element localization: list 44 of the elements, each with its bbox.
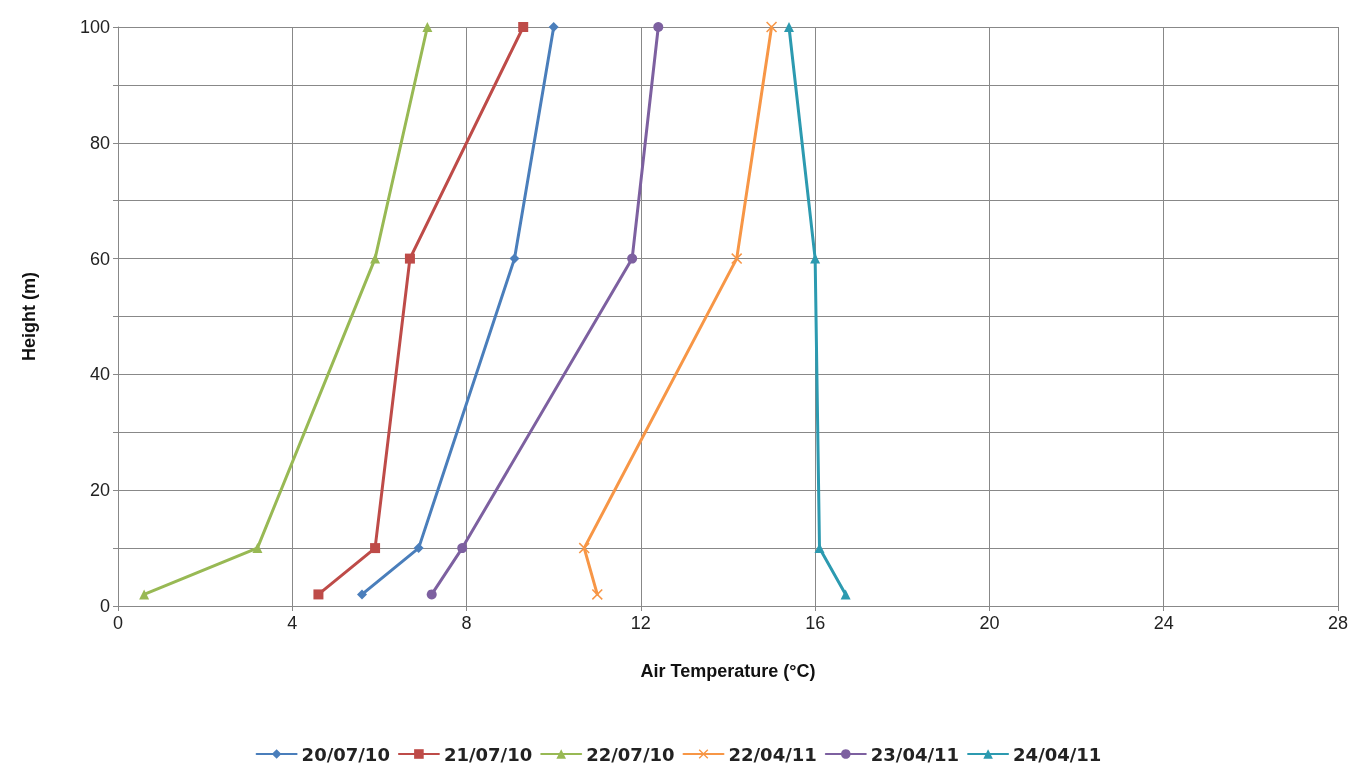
point [840,589,851,600]
point [653,22,664,32]
point [404,253,415,264]
x-tick-label: 0 [112,613,124,633]
point [591,588,603,600]
x-axis-title: Air Temperature (°C) [640,661,816,681]
point [548,22,559,32]
x-tick-label: 16 [805,613,826,633]
y-axis-title: Height (m) [19,272,39,361]
legend-label: 20/07/10 [301,743,390,765]
point [252,543,263,554]
x-tick-label: 20 [979,613,1000,633]
point [357,589,367,600]
legend-label: 24/04/11 [1013,743,1102,765]
point [422,22,433,32]
x-tick-label: 8 [461,613,472,633]
point [731,253,743,265]
y-tick-label: 80 [89,132,110,153]
legend-label: 22/04/11 [728,743,817,765]
point [784,22,794,32]
legend-label: 23/04/11 [870,743,960,765]
y-tick-label: 40 [89,364,110,385]
point [139,589,150,600]
point [370,543,381,554]
y-tick-label: 20 [89,480,110,501]
point [766,21,778,33]
legend-label: 22/07/10 [586,743,675,765]
x-tick-label: 12 [630,613,651,633]
point [370,253,381,264]
point [457,543,468,554]
point [509,253,520,264]
point [578,542,590,554]
point [426,589,437,600]
x-tick-label: 4 [287,613,298,633]
point [627,253,638,264]
y-tick-label: 100 [79,17,110,37]
y-tick-label: 0 [99,596,110,616]
point [313,589,324,600]
x-tick-label: 28 [1327,613,1349,633]
legend-label: 21/07/10 [443,743,533,765]
point [518,22,529,32]
x-tick-label: 24 [1153,613,1174,633]
point [413,543,424,554]
y-tick-label: 60 [89,248,110,269]
